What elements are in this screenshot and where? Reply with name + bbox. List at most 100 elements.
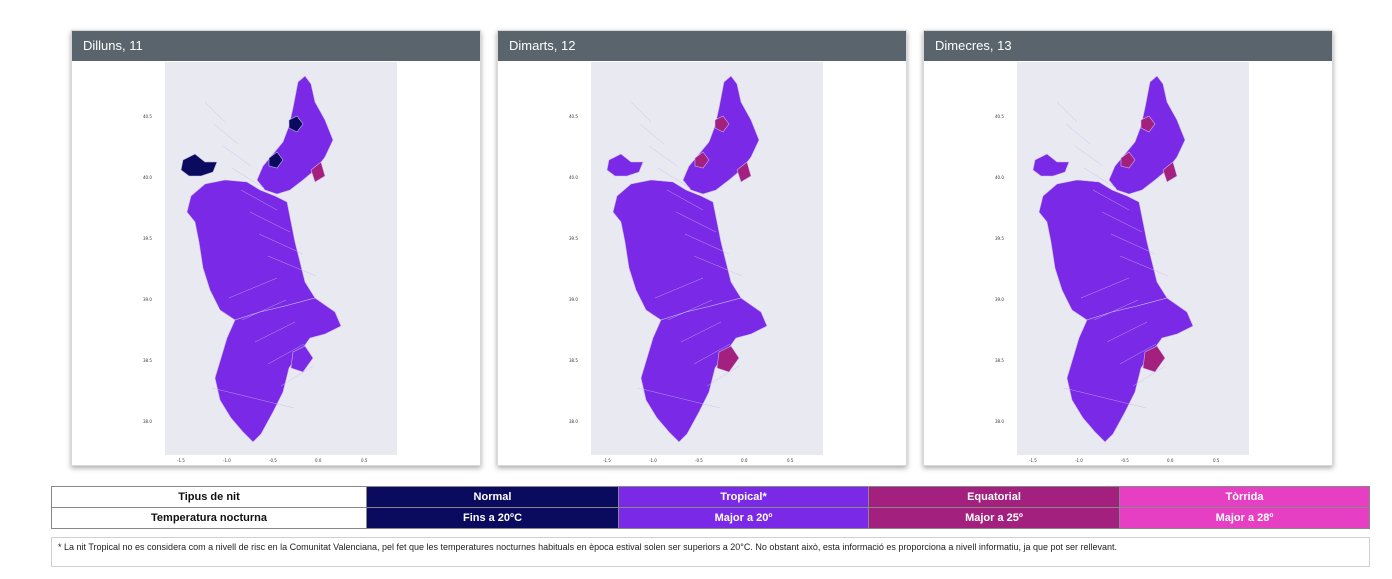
municipal-border bbox=[241, 299, 287, 321]
municipal-border bbox=[211, 387, 295, 409]
municipal-border bbox=[222, 145, 252, 167]
municipal-border bbox=[213, 123, 239, 145]
legend-label-temperature: Temperatura nocturna bbox=[51, 507, 367, 529]
map-region-patch_b bbox=[1140, 115, 1156, 133]
map-region-patch_c bbox=[1162, 161, 1178, 183]
y-tick-label: 39.0 bbox=[569, 297, 578, 302]
panel-title: Dimarts, 12 bbox=[498, 31, 906, 61]
footnote: * La nit Tropical no es considera com a … bbox=[51, 537, 1370, 567]
x-tick-label: -1.5 bbox=[1029, 458, 1037, 463]
municipal-border bbox=[675, 211, 717, 233]
legend-normal-temp: Fins a 20ºC bbox=[366, 507, 619, 529]
municipal-border bbox=[1106, 321, 1148, 343]
x-tick-label: -1.5 bbox=[177, 458, 185, 463]
map-region-enclave bbox=[606, 153, 644, 177]
y-tick-label: 40.0 bbox=[143, 175, 152, 180]
map-region-patch_c bbox=[736, 161, 752, 183]
y-tick-label: 39.5 bbox=[143, 236, 152, 241]
municipal-border bbox=[648, 145, 678, 167]
municipal-border bbox=[667, 299, 713, 321]
map-region-patch_d bbox=[716, 345, 740, 373]
choropleth-map bbox=[606, 75, 768, 443]
legend-table: Tipus de nit Normal Tropical* Equatorial… bbox=[51, 486, 1370, 529]
legend-row-temperature: Temperatura nocturna Fins a 20ºC Major a… bbox=[51, 507, 1370, 529]
x-tick-label: -0.5 bbox=[695, 458, 703, 463]
y-tick-label: 40.5 bbox=[143, 114, 152, 119]
municipal-border bbox=[1132, 365, 1166, 387]
legend-row-type: Tipus de nit Normal Tropical* Equatorial… bbox=[51, 486, 1370, 508]
municipal-border bbox=[1065, 123, 1091, 145]
x-tick-label: 0.0 bbox=[741, 458, 748, 463]
municipal-border bbox=[249, 211, 291, 233]
legend-label-type: Tipus de nit bbox=[51, 486, 367, 508]
map-region-enclave bbox=[1032, 153, 1070, 177]
municipal-border bbox=[204, 101, 226, 123]
municipal-border bbox=[280, 365, 314, 387]
municipal-border bbox=[1080, 277, 1130, 299]
legend-equatorial: Equatorial bbox=[868, 486, 1120, 508]
y-tick-label: 39.0 bbox=[143, 297, 152, 302]
x-tick-label: 0.5 bbox=[1213, 458, 1220, 463]
municipal-border bbox=[1056, 101, 1078, 123]
map-region-south bbox=[214, 297, 342, 443]
municipal-border bbox=[706, 365, 740, 387]
y-tick-label: 38.0 bbox=[143, 419, 152, 424]
legend-normal: Normal bbox=[366, 486, 619, 508]
municipal-border bbox=[1083, 167, 1117, 189]
x-tick-label: 0.0 bbox=[1167, 458, 1174, 463]
legend-torrida: Tòrrida bbox=[1119, 486, 1370, 508]
municipal-border bbox=[1110, 233, 1156, 255]
y-tick-label: 39.0 bbox=[995, 297, 1004, 302]
municipal-border bbox=[666, 189, 704, 211]
y-tick-label: 38.5 bbox=[569, 358, 578, 363]
municipal-border bbox=[1093, 299, 1139, 321]
municipal-border bbox=[657, 167, 691, 189]
map-panel: Dimarts, 12 40.5 40.0 39.5 39.0 38.5 38.0 -1.5 -… bbox=[497, 30, 907, 466]
y-tick-label: 40.5 bbox=[569, 114, 578, 119]
municipal-border bbox=[630, 101, 652, 123]
municipal-border bbox=[231, 167, 265, 189]
panel-title: Dimecres, 13 bbox=[924, 31, 1332, 61]
municipal-border bbox=[228, 277, 278, 299]
choropleth-map bbox=[1032, 75, 1194, 443]
legend-tropical: Tropical* bbox=[618, 486, 869, 508]
x-tick-label: 0.5 bbox=[787, 458, 794, 463]
municipal-border bbox=[1092, 189, 1130, 211]
map-region-central bbox=[186, 179, 316, 321]
municipal-border bbox=[693, 343, 731, 365]
map-plot-area: 40.5 40.0 39.5 39.0 38.5 38.0 -1.5 -1.0 -0.5 0.0 0… bbox=[143, 62, 397, 463]
y-tick-label: 40.0 bbox=[995, 175, 1004, 180]
panel-title: Dilluns, 11 bbox=[72, 31, 480, 61]
y-tick-label: 39.5 bbox=[569, 236, 578, 241]
map-region-patch_a bbox=[268, 151, 284, 169]
municipal-border bbox=[267, 343, 305, 365]
x-tick-label: -1.5 bbox=[603, 458, 611, 463]
map-region-patch_b bbox=[714, 115, 730, 133]
municipal-border bbox=[684, 233, 730, 255]
x-tick-label: -1.0 bbox=[649, 458, 657, 463]
y-tick-label: 40.0 bbox=[569, 175, 578, 180]
municipal-border bbox=[680, 321, 722, 343]
y-tick-label: 38.0 bbox=[569, 419, 578, 424]
map-region-patch_b bbox=[288, 115, 304, 133]
municipal-border bbox=[1101, 211, 1143, 233]
map-region-patch_d bbox=[290, 345, 314, 373]
y-tick-label: 38.5 bbox=[143, 358, 152, 363]
map-panel: Dimecres, 13 40.5 40.0 39.5 39.0 38.5 38.0 -1.5… bbox=[923, 30, 1333, 466]
map-region-central bbox=[612, 179, 742, 321]
municipal-border bbox=[240, 189, 278, 211]
municipal-border bbox=[1119, 343, 1157, 365]
x-tick-label: 0.0 bbox=[315, 458, 322, 463]
map-panel: Dilluns, 11 40.5 40.0 39.5 39.0 38.5 38.0 -1.5 -… bbox=[71, 30, 481, 466]
map-plot-area: 40.5 40.0 39.5 39.0 38.5 38.0 -1.5 -1.0 -0.5 0.0 0… bbox=[569, 62, 823, 463]
x-tick-label: -1.0 bbox=[1075, 458, 1083, 463]
choropleth-map bbox=[180, 75, 342, 443]
x-tick-label: -0.5 bbox=[1121, 458, 1129, 463]
x-tick-label: -0.5 bbox=[269, 458, 277, 463]
map-region-enclave bbox=[180, 153, 218, 177]
y-tick-label: 38.5 bbox=[995, 358, 1004, 363]
municipal-border bbox=[1063, 387, 1147, 409]
municipal-border bbox=[254, 321, 296, 343]
y-tick-label: 39.5 bbox=[995, 236, 1004, 241]
map-region-south bbox=[640, 297, 768, 443]
